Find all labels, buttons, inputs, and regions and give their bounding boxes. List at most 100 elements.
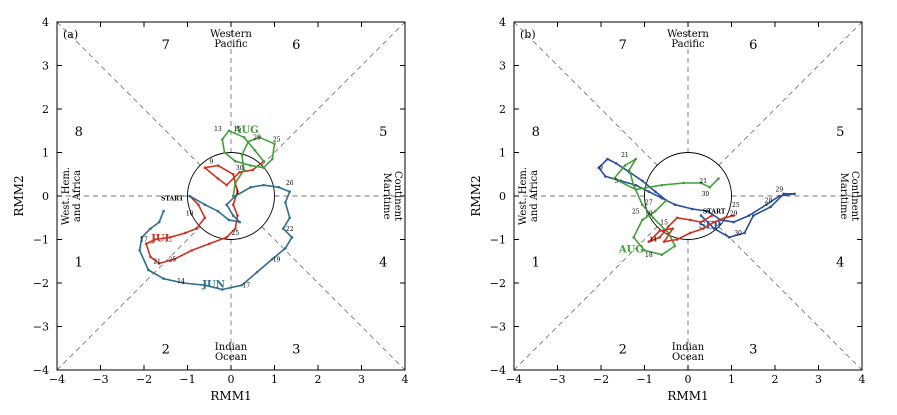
data-point bbox=[240, 283, 244, 287]
data-point bbox=[641, 218, 644, 222]
y-tick-label: 1 bbox=[42, 147, 49, 160]
data-point bbox=[671, 227, 675, 230]
start-label: START bbox=[703, 208, 726, 215]
y-tick-label: −4 bbox=[490, 364, 506, 377]
day-label: 25 bbox=[232, 230, 240, 237]
x-tick-label: 3 bbox=[358, 373, 365, 386]
data-point bbox=[682, 181, 685, 185]
data-point bbox=[253, 149, 257, 152]
day-label: 29 bbox=[730, 211, 738, 218]
panel-b: −4 −3 −2 −1 0 1 2 3 4 −4 −3 −2 −1 0 1 2 3 4 RMM1 RMM2 (b) 1 2 3… bbox=[469, 16, 866, 403]
data-point bbox=[284, 201, 287, 204]
x-axis-title: RMM1 bbox=[667, 389, 708, 403]
data-point bbox=[249, 186, 252, 189]
data-point bbox=[667, 225, 670, 228]
unit-circle bbox=[644, 152, 732, 240]
data-point bbox=[238, 170, 241, 174]
data-point bbox=[216, 164, 220, 167]
x-tick-label: 1 bbox=[728, 373, 735, 386]
month-label-aug: AUG bbox=[233, 125, 259, 136]
data-point bbox=[157, 262, 161, 265]
day-label: 14 bbox=[649, 237, 657, 244]
region-label-right: Maritime bbox=[838, 173, 849, 220]
data-point bbox=[732, 220, 735, 224]
x-tick-label: −1 bbox=[636, 373, 652, 386]
data-point bbox=[236, 214, 239, 217]
day-label: 17 bbox=[242, 282, 250, 289]
diagonal-line bbox=[261, 226, 406, 371]
data-point bbox=[675, 216, 679, 220]
data-point bbox=[660, 183, 664, 187]
data-point bbox=[223, 151, 226, 154]
data-point bbox=[251, 168, 255, 172]
data-point bbox=[654, 190, 657, 193]
data-point bbox=[627, 168, 631, 172]
data-point bbox=[203, 166, 207, 170]
unit-circle bbox=[187, 152, 275, 240]
day-label: 14 bbox=[177, 278, 185, 285]
data-point bbox=[162, 209, 165, 213]
data-point bbox=[691, 207, 694, 211]
day-label: 26 bbox=[286, 180, 294, 187]
data-point bbox=[647, 240, 651, 243]
data-point bbox=[632, 183, 635, 187]
data-point bbox=[138, 249, 141, 252]
day-label: 25 bbox=[732, 202, 740, 209]
x-tick-label: 0 bbox=[685, 373, 692, 386]
day-label: 15 bbox=[234, 126, 242, 133]
diagonal-line bbox=[513, 226, 658, 371]
day-label: 18 bbox=[645, 252, 653, 259]
diagonal-line bbox=[56, 226, 201, 371]
x-tick-label: 4 bbox=[402, 373, 409, 386]
day-label: 10 bbox=[186, 211, 194, 218]
day-label: 13 bbox=[214, 126, 222, 133]
day-label: 25 bbox=[632, 208, 640, 215]
data-point bbox=[717, 177, 720, 180]
data-point bbox=[221, 288, 224, 291]
day-label: 27 bbox=[645, 200, 653, 207]
y-tick-label: −2 bbox=[490, 277, 506, 290]
day-label: 15 bbox=[660, 219, 668, 226]
day-label: 21 bbox=[621, 152, 629, 159]
series-line-jun bbox=[138, 184, 293, 291]
day-label: 20 bbox=[253, 134, 261, 141]
data-point bbox=[765, 203, 768, 206]
data-point bbox=[641, 179, 644, 183]
region-label-bottom: Ocean bbox=[672, 352, 705, 363]
data-point bbox=[227, 218, 231, 222]
x-tick-label: 1 bbox=[271, 373, 278, 386]
data-point bbox=[778, 194, 781, 198]
region-label-left: West. Hem. bbox=[61, 167, 72, 225]
data-point bbox=[673, 244, 677, 248]
phase-number-6: 6 bbox=[292, 38, 300, 53]
data-point bbox=[255, 270, 259, 274]
day-label: 30 bbox=[236, 165, 244, 172]
data-point bbox=[157, 220, 161, 224]
data-point bbox=[203, 216, 207, 220]
y-tick-label: 2 bbox=[42, 103, 49, 116]
y-axis-title: RMM2 bbox=[12, 175, 26, 216]
panel-label: (b) bbox=[520, 28, 536, 41]
y-tick-label: −4 bbox=[33, 364, 49, 377]
series-line-aug bbox=[613, 158, 720, 256]
data-point bbox=[262, 183, 265, 187]
data-point bbox=[290, 236, 294, 239]
day-label: 9 bbox=[210, 158, 214, 165]
data-point bbox=[149, 227, 152, 230]
data-point bbox=[662, 240, 666, 243]
region-label-right: Continent bbox=[849, 171, 860, 221]
data-point bbox=[194, 227, 198, 230]
region-label-top: Western bbox=[210, 29, 252, 40]
data-point bbox=[231, 203, 235, 206]
data-point bbox=[216, 177, 220, 180]
phase-number-7: 7 bbox=[619, 38, 627, 53]
data-point bbox=[242, 135, 246, 139]
phase-number-3: 3 bbox=[749, 342, 757, 357]
data-point bbox=[643, 249, 646, 252]
day-label: 17 bbox=[140, 237, 148, 244]
diagonal-line bbox=[718, 21, 863, 166]
data-point bbox=[277, 186, 281, 189]
data-point bbox=[140, 236, 144, 239]
region-label-left: and Africa bbox=[529, 170, 540, 222]
data-point bbox=[708, 186, 712, 189]
